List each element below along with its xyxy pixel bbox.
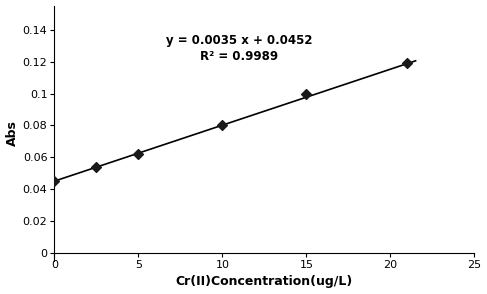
X-axis label: Cr(II)Concentration(ug/L): Cr(II)Concentration(ug/L) [176, 275, 353, 288]
Text: R² = 0.9989: R² = 0.9989 [200, 50, 278, 63]
Point [302, 91, 310, 96]
Point [219, 123, 226, 128]
Point [134, 152, 142, 157]
Y-axis label: Abs: Abs [5, 121, 19, 146]
Point [403, 61, 411, 66]
Point [51, 179, 58, 184]
Point [93, 165, 100, 169]
Text: y = 0.0035 x + 0.0452: y = 0.0035 x + 0.0452 [166, 34, 313, 47]
